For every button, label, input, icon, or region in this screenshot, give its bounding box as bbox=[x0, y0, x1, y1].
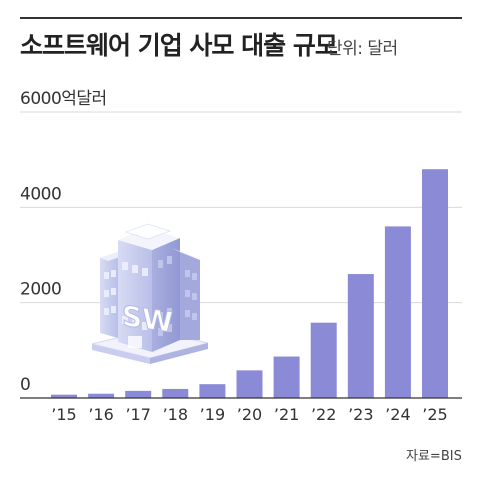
y-tick-label: 0 bbox=[20, 375, 30, 395]
x-tick-label: ’15 bbox=[51, 405, 76, 424]
bar bbox=[51, 394, 77, 398]
building-illustration: SW bbox=[91, 223, 209, 364]
x-tick-labels: ’15 ’16 ’17 ’18 ’19 ’20 ’21 ’22 ’23 ’24 ’25 bbox=[51, 405, 447, 424]
bar bbox=[422, 169, 448, 398]
bar bbox=[199, 384, 226, 398]
x-tick-label: ’25 bbox=[422, 405, 447, 424]
bars bbox=[51, 169, 448, 398]
x-tick-label: ’18 bbox=[163, 405, 188, 424]
x-tick-label: ’24 bbox=[385, 405, 410, 424]
x-tick-label: ’21 bbox=[274, 405, 299, 424]
bar bbox=[236, 370, 263, 398]
unit-label: 단위: 달러 bbox=[327, 39, 398, 59]
chart-title: 소프트웨어 기업 사모 대출 규모 bbox=[20, 31, 338, 60]
y-tick-label: 2000 bbox=[20, 280, 61, 300]
bar bbox=[162, 388, 189, 398]
x-tick-label: ’17 bbox=[125, 405, 150, 424]
bar bbox=[125, 390, 152, 398]
y-tick-labels: 0 2000 4000 6000억달러 bbox=[20, 89, 107, 395]
bar bbox=[88, 393, 115, 398]
x-tick-label: ’19 bbox=[200, 405, 225, 424]
bar bbox=[310, 322, 337, 398]
x-tick-label: ’16 bbox=[88, 405, 113, 424]
source-note: 자료=BIS bbox=[406, 449, 462, 464]
bar bbox=[273, 356, 300, 398]
bar bbox=[384, 226, 411, 398]
y-tick-label: 4000 bbox=[20, 184, 61, 204]
building-sign: SW bbox=[122, 299, 173, 339]
x-tick-label: ’20 bbox=[237, 405, 262, 424]
x-tick-label: ’23 bbox=[348, 405, 373, 424]
x-tick-label: ’22 bbox=[311, 405, 336, 424]
top-rule bbox=[20, 17, 462, 19]
bar bbox=[347, 274, 374, 398]
y-tick-label: 6000억달러 bbox=[20, 89, 107, 109]
